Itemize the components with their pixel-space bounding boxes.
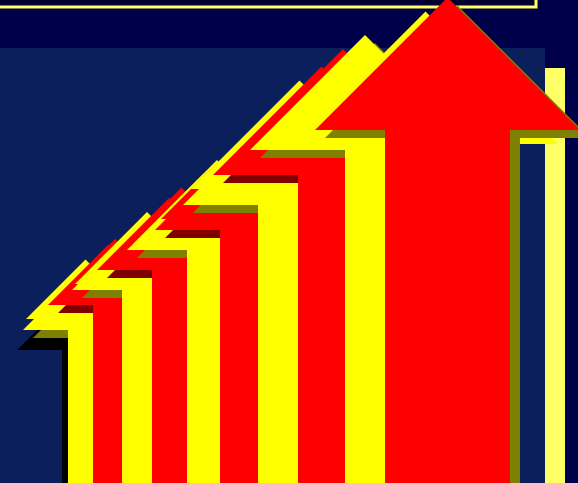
top-frame	[0, 0, 538, 9]
arrow	[315, 0, 578, 483]
arrows	[17, 0, 578, 483]
side-strip	[545, 68, 565, 483]
